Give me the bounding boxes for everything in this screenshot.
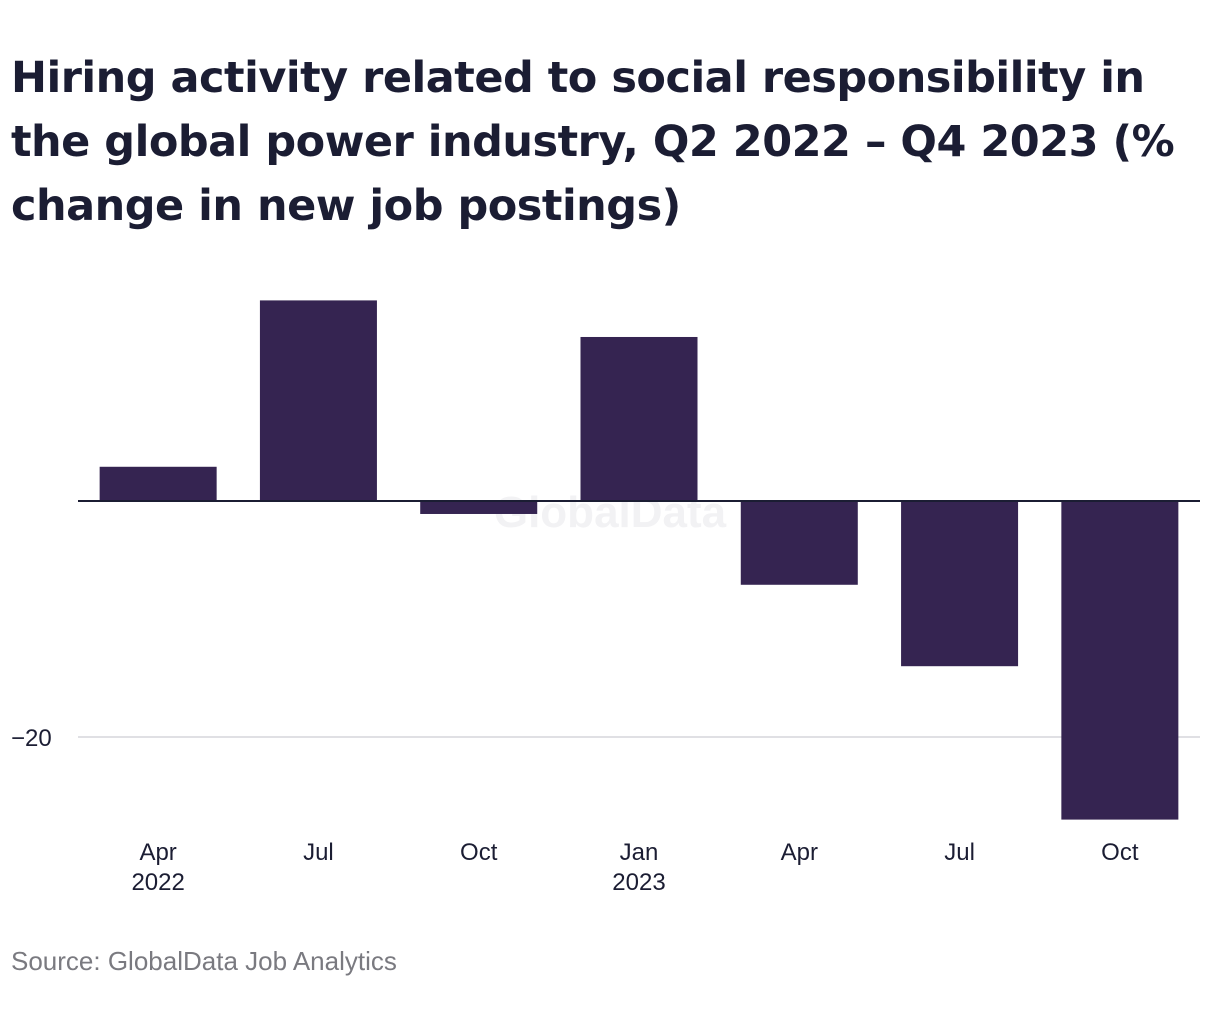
x-tick-year-label: 2023: [612, 869, 665, 896]
bar: [99, 466, 217, 501]
y-axis-tick-labels: −20: [11, 725, 52, 752]
x-tick-label: Oct: [460, 839, 498, 866]
x-tick-label: Jan: [620, 839, 659, 866]
bar: [901, 501, 1019, 667]
chart-title: Hiring activity related to social respon…: [11, 53, 1175, 231]
x-axis-tick-labels: Apr 2022 Jul Oct Jan 2023 Apr Jul Oct: [131, 839, 1138, 896]
bar: [740, 501, 858, 585]
source-note: Source: GlobalData Job Analytics: [11, 946, 397, 976]
x-tick-year-label: 2022: [131, 869, 184, 896]
bar: [580, 336, 698, 501]
x-tick-label: Jul: [944, 839, 975, 866]
x-tick-label: Apr: [781, 839, 818, 866]
x-tick-label: Jul: [303, 839, 334, 866]
x-tick-label: Apr: [139, 839, 176, 866]
bars: [99, 300, 1179, 820]
x-tick-label: Oct: [1101, 839, 1139, 866]
y-tick-label: −20: [11, 725, 52, 752]
bar: [1061, 501, 1179, 820]
bar: [420, 501, 538, 514]
bar: [259, 300, 377, 501]
